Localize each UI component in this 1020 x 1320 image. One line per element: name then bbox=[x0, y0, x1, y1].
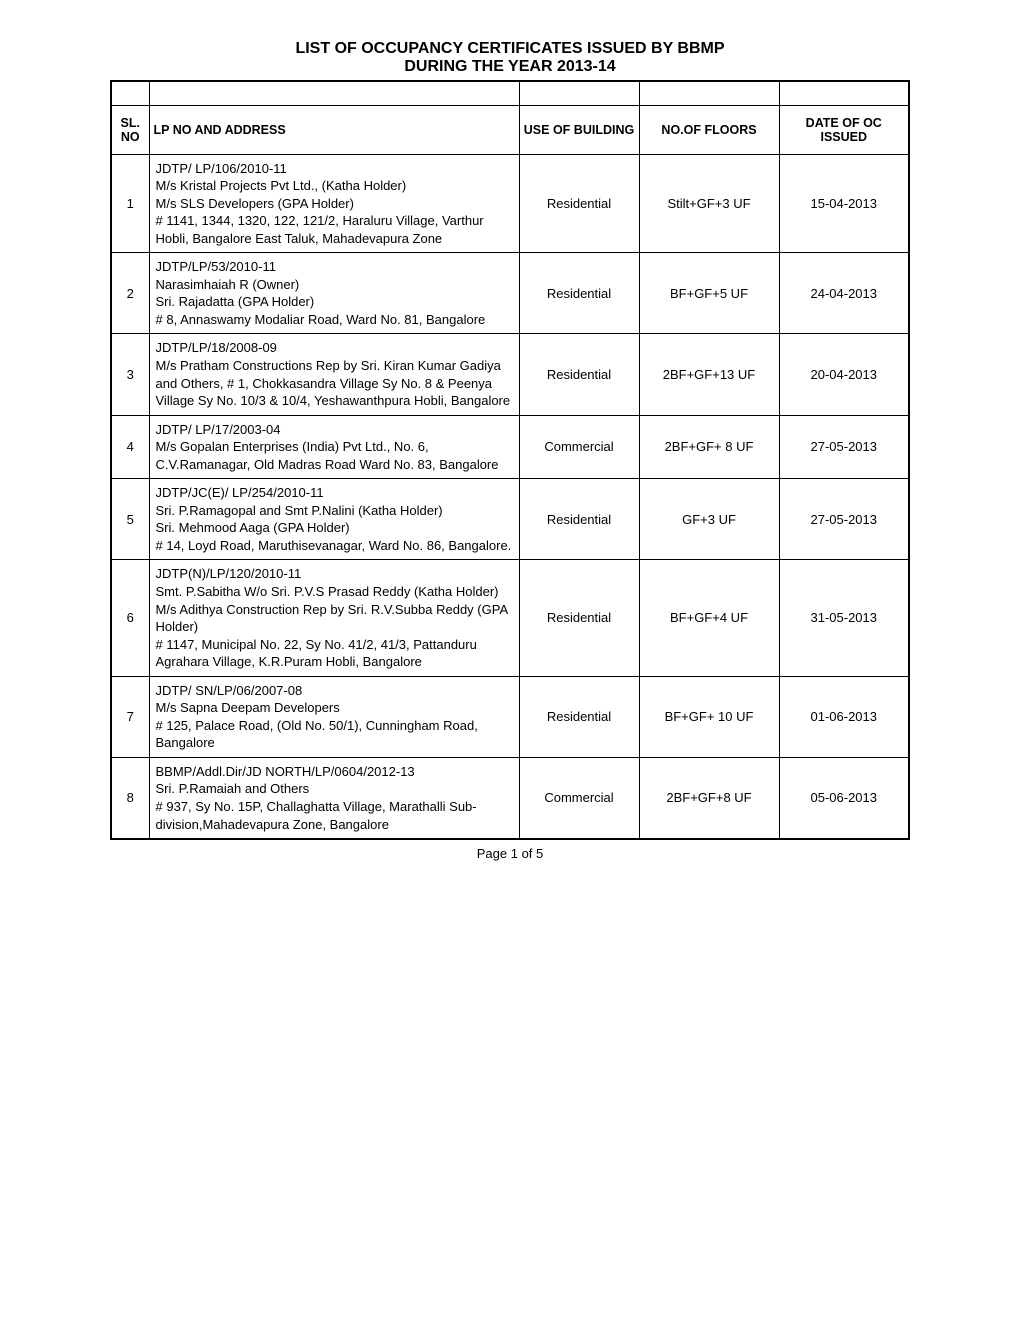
cell-sl-no: 5 bbox=[111, 479, 149, 560]
cell-use: Commercial bbox=[519, 757, 639, 839]
occupancy-table: SL. NO LP NO AND ADDRESS USE OF BUILDING… bbox=[110, 80, 910, 840]
cell-use: Commercial bbox=[519, 415, 639, 479]
header-use: USE OF BUILDING bbox=[519, 105, 639, 154]
table-row: 4JDTP/ LP/17/2003-04 M/s Gopalan Enterpr… bbox=[111, 415, 909, 479]
cell-use: Residential bbox=[519, 334, 639, 415]
cell-sl-no: 8 bbox=[111, 757, 149, 839]
table-header-row: SL. NO LP NO AND ADDRESS USE OF BUILDING… bbox=[111, 105, 909, 154]
cell-date: 27-05-2013 bbox=[779, 479, 909, 560]
cell-address: JDTP/ SN/LP/06/2007-08 M/s Sapna Deepam … bbox=[149, 676, 519, 757]
header-sl-no: SL. NO bbox=[111, 105, 149, 154]
cell-floors: GF+3 UF bbox=[639, 479, 779, 560]
cell-use: Residential bbox=[519, 560, 639, 676]
table-row: 1JDTP/ LP/106/2010-11 M/s Kristal Projec… bbox=[111, 154, 909, 253]
cell-floors: Stilt+GF+3 UF bbox=[639, 154, 779, 253]
cell-floors: 2BF+GF+13 UF bbox=[639, 334, 779, 415]
cell-address: JDTP/JC(E)/ LP/254/2010-11 Sri. P.Ramago… bbox=[149, 479, 519, 560]
cell-use: Residential bbox=[519, 676, 639, 757]
table-row: 5JDTP/JC(E)/ LP/254/2010-11 Sri. P.Ramag… bbox=[111, 479, 909, 560]
cell-date: 05-06-2013 bbox=[779, 757, 909, 839]
spacer-row bbox=[111, 81, 909, 105]
header-address: LP NO AND ADDRESS bbox=[149, 105, 519, 154]
cell-floors: 2BF+GF+8 UF bbox=[639, 757, 779, 839]
cell-sl-no: 2 bbox=[111, 253, 149, 334]
table-row: 8BBMP/Addl.Dir/JD NORTH/LP/0604/2012-13 … bbox=[111, 757, 909, 839]
cell-date: 24-04-2013 bbox=[779, 253, 909, 334]
cell-date: 20-04-2013 bbox=[779, 334, 909, 415]
cell-sl-no: 7 bbox=[111, 676, 149, 757]
cell-use: Residential bbox=[519, 154, 639, 253]
table-row: 7JDTP/ SN/LP/06/2007-08 M/s Sapna Deepam… bbox=[111, 676, 909, 757]
cell-address: JDTP/LP/53/2010-11 Narasimhaiah R (Owner… bbox=[149, 253, 519, 334]
table-row: 3JDTP/LP/18/2008-09 M/s Pratham Construc… bbox=[111, 334, 909, 415]
cell-sl-no: 6 bbox=[111, 560, 149, 676]
cell-address: JDTP/LP/18/2008-09 M/s Pratham Construct… bbox=[149, 334, 519, 415]
document-title: LIST OF OCCUPANCY CERTIFICATES ISSUED BY… bbox=[110, 40, 910, 58]
table-row: 6JDTP(N)/LP/120/2010-11 Smt. P.Sabitha W… bbox=[111, 560, 909, 676]
cell-address: JDTP/ LP/17/2003-04 M/s Gopalan Enterpri… bbox=[149, 415, 519, 479]
cell-floors: 2BF+GF+ 8 UF bbox=[639, 415, 779, 479]
cell-use: Residential bbox=[519, 253, 639, 334]
document-subtitle: DURING THE YEAR 2013-14 bbox=[110, 58, 910, 76]
header-date: DATE OF OC ISSUED bbox=[779, 105, 909, 154]
cell-sl-no: 4 bbox=[111, 415, 149, 479]
cell-floors: BF+GF+5 UF bbox=[639, 253, 779, 334]
table-body: 1JDTP/ LP/106/2010-11 M/s Kristal Projec… bbox=[111, 154, 909, 839]
cell-date: 15-04-2013 bbox=[779, 154, 909, 253]
cell-floors: BF+GF+4 UF bbox=[639, 560, 779, 676]
cell-address: JDTP(N)/LP/120/2010-11 Smt. P.Sabitha W/… bbox=[149, 560, 519, 676]
document-header: LIST OF OCCUPANCY CERTIFICATES ISSUED BY… bbox=[110, 40, 910, 76]
header-floors: NO.OF FLOORS bbox=[639, 105, 779, 154]
cell-date: 27-05-2013 bbox=[779, 415, 909, 479]
cell-floors: BF+GF+ 10 UF bbox=[639, 676, 779, 757]
cell-sl-no: 3 bbox=[111, 334, 149, 415]
cell-date: 01-06-2013 bbox=[779, 676, 909, 757]
page-footer: Page 1 of 5 bbox=[110, 846, 910, 861]
cell-use: Residential bbox=[519, 479, 639, 560]
cell-date: 31-05-2013 bbox=[779, 560, 909, 676]
cell-address: JDTP/ LP/106/2010-11 M/s Kristal Project… bbox=[149, 154, 519, 253]
cell-sl-no: 1 bbox=[111, 154, 149, 253]
cell-address: BBMP/Addl.Dir/JD NORTH/LP/0604/2012-13 S… bbox=[149, 757, 519, 839]
table-row: 2JDTP/LP/53/2010-11 Narasimhaiah R (Owne… bbox=[111, 253, 909, 334]
